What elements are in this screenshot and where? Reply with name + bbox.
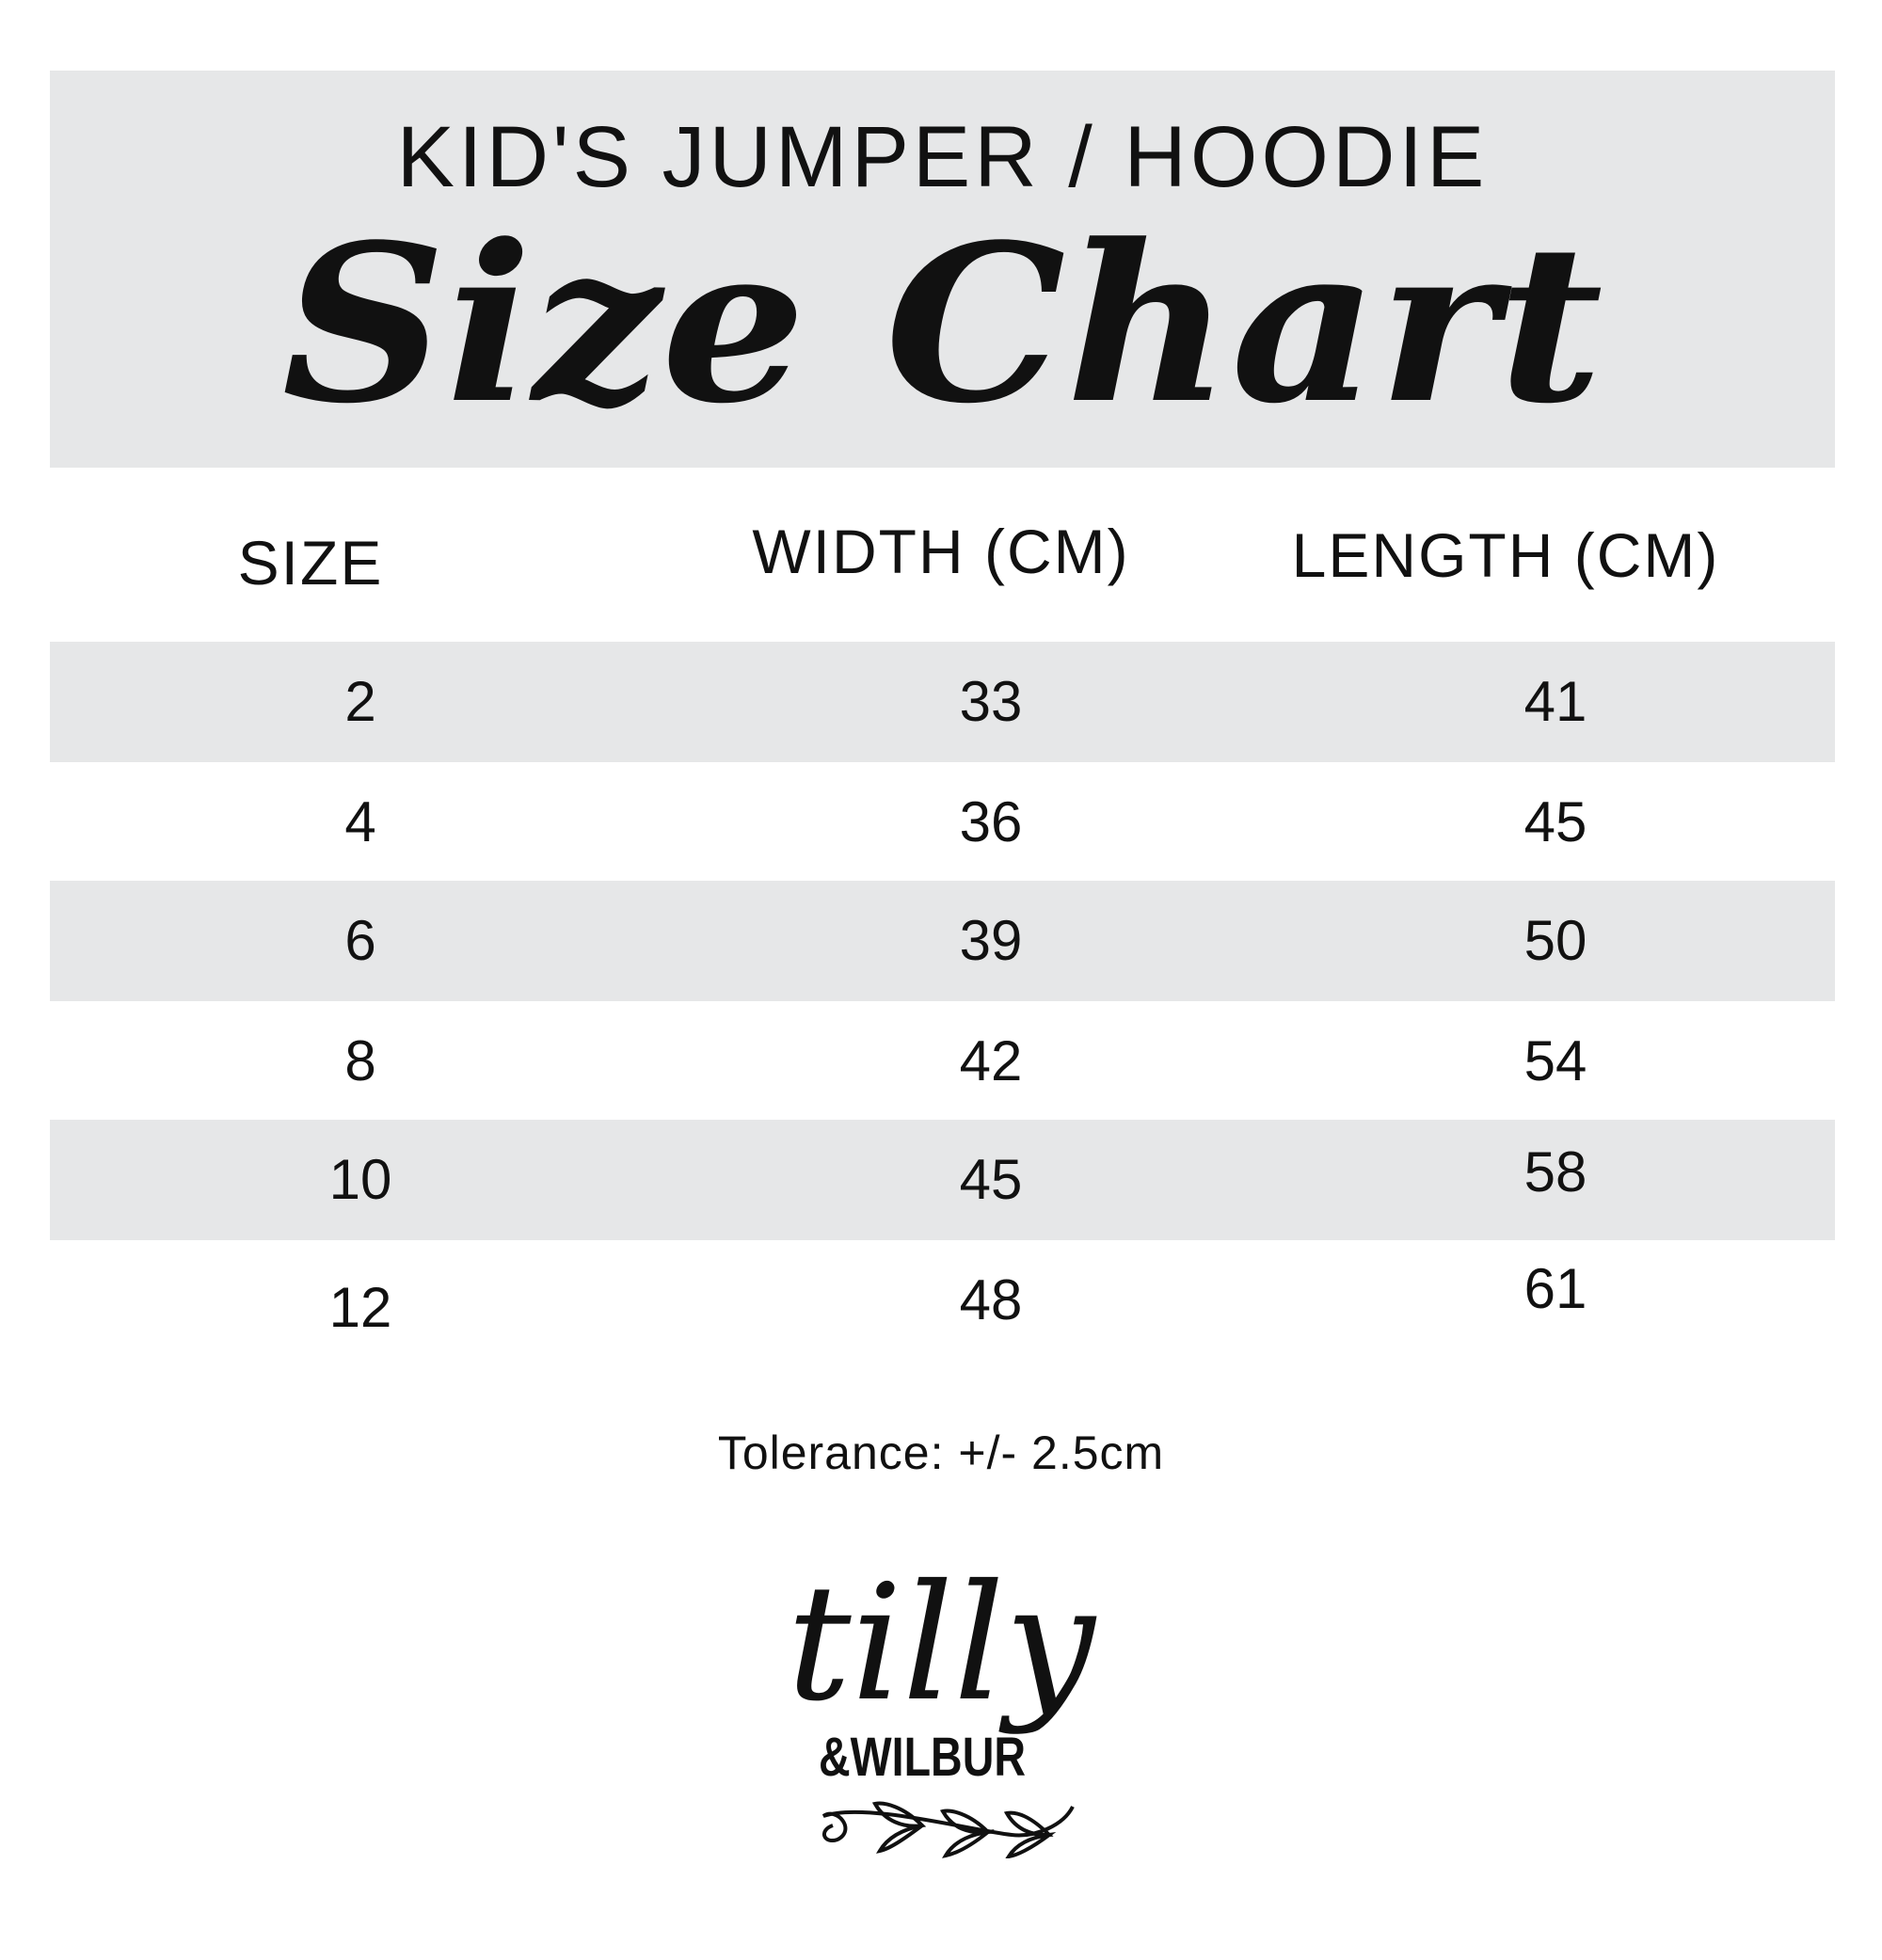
size-cell: 12 (328, 1276, 392, 1339)
width-cell: 39 (959, 909, 1023, 972)
size-cell: 6 (344, 909, 376, 972)
size-cell: 8 (344, 1029, 376, 1092)
table-row: 2 33 41 (50, 642, 1835, 762)
length-cell: 54 (1523, 1029, 1587, 1092)
length-cell: 41 (1523, 670, 1587, 733)
table-row: 12 48 61 (50, 1240, 1835, 1361)
page-title: Size Chart (281, 198, 1603, 452)
length-cell: 58 (1523, 1140, 1587, 1203)
width-cell: 36 (959, 790, 1023, 853)
column-header-length: LENGTH (CM) (1291, 520, 1720, 590)
table-row: 6 39 50 (50, 881, 1835, 1001)
leaf-branch-icon (821, 1801, 1075, 1859)
svg-text:&WILBUR: &WILBUR (819, 1727, 1026, 1788)
length-cell: 61 (1523, 1257, 1587, 1320)
width-cell: 33 (959, 670, 1023, 733)
table-row: 8 42 54 (50, 1001, 1835, 1122)
size-cell: 4 (344, 790, 376, 853)
title-banner: KID'S JUMPER / HOODIE Size Chart (50, 71, 1835, 468)
column-header-width: WIDTH (CM) (752, 517, 1130, 586)
length-cell: 50 (1523, 909, 1587, 972)
length-cell: 45 (1523, 790, 1587, 853)
logo-graphic: tilly &WILBUR (787, 1551, 1097, 1859)
column-header-size: SIZE (237, 528, 384, 598)
width-cell: 45 (959, 1148, 1023, 1211)
brand-logo: tilly &WILBUR (781, 1551, 1101, 1859)
tolerance-note: Tolerance: +/- 2.5cm (717, 1426, 1165, 1479)
width-cell: 42 (959, 1029, 1023, 1092)
size-cell: 2 (344, 670, 376, 733)
svg-text:tilly: tilly (787, 1557, 1096, 1737)
size-cell: 10 (328, 1148, 392, 1211)
width-cell: 48 (959, 1268, 1023, 1331)
table-row: 10 45 58 (50, 1120, 1835, 1240)
subtitle: KID'S JUMPER / HOODIE (396, 109, 1489, 205)
table-row: 4 36 45 (50, 762, 1835, 883)
